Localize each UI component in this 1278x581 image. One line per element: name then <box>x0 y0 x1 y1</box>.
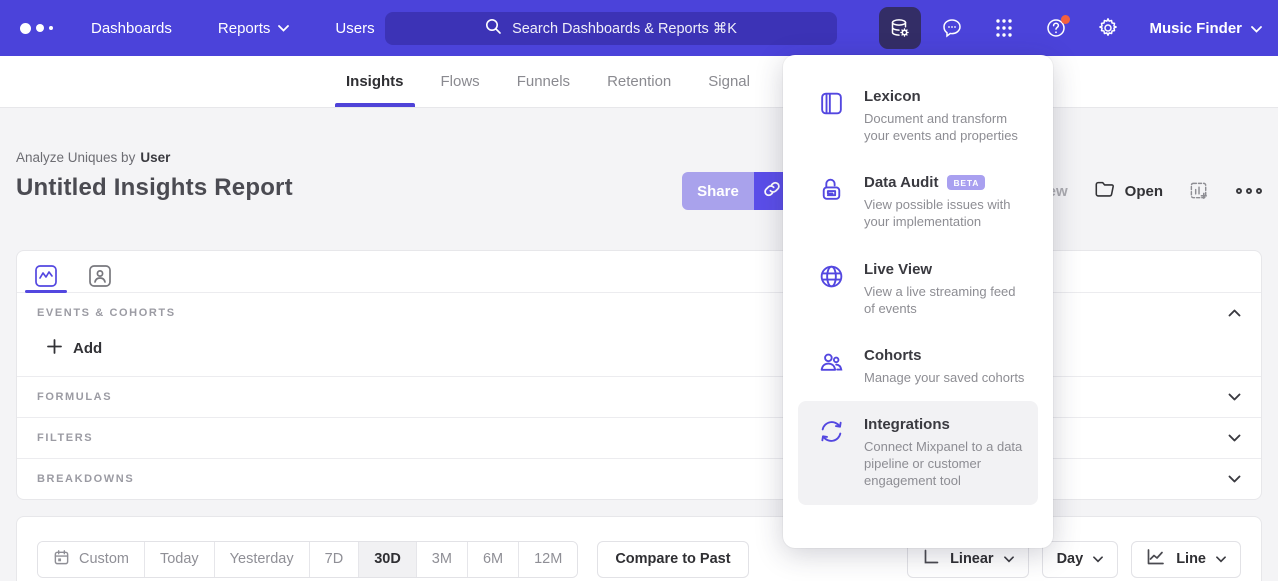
query-builder-panel: EVENTS & COHORTS Add FORMULAS FILTERS BR… <box>16 250 1262 500</box>
cohorts-people-icon <box>818 347 846 386</box>
tab-metrics-chart[interactable] <box>25 259 67 293</box>
mixpanel-logo[interactable] <box>20 22 53 34</box>
formulas-section-row[interactable]: FORMULAS <box>17 376 1261 417</box>
nav-dashboards[interactable]: Dashboards <box>91 19 172 37</box>
chevron-down-icon <box>1251 20 1262 37</box>
range-12m[interactable]: 12M <box>519 541 578 577</box>
tab-insights[interactable]: Insights <box>335 56 414 107</box>
range-yesterday[interactable]: Yesterday <box>214 541 310 577</box>
nav-reports[interactable]: Reports <box>218 20 290 37</box>
search-input[interactable]: Search Dashboards & Reports ⌘K <box>385 12 837 45</box>
tab-signal[interactable]: Signal <box>708 73 750 90</box>
folder-icon <box>1094 180 1116 203</box>
range-7d[interactable]: 7D <box>309 541 360 577</box>
data-management-dropdown: Lexicon Document and transform your even… <box>783 55 1053 548</box>
chart-controls-panel: Custom Today Yesterday 7D 30D 3M 6M 12M … <box>16 516 1262 581</box>
menu-item-integrations[interactable]: Integrations Connect Mixpanel to a data … <box>798 401 1038 505</box>
chevron-down-icon <box>1093 551 1104 567</box>
add-event-button[interactable]: Add <box>47 339 1241 358</box>
date-range-control: Custom Today Yesterday 7D 30D 3M 6M 12M <box>37 540 579 578</box>
filters-section-row[interactable]: FILTERS <box>17 417 1261 458</box>
nav-users[interactable]: Users <box>335 19 375 37</box>
chevron-down-icon <box>278 24 290 32</box>
tab-flows[interactable]: Flows <box>440 73 480 90</box>
events-cohorts-section: EVENTS & COHORTS Add <box>17 293 1261 376</box>
notification-dot <box>1061 15 1071 24</box>
line-chart-icon <box>1146 548 1166 570</box>
beta-badge: BETA <box>947 175 986 191</box>
range-custom[interactable]: Custom <box>38 541 145 577</box>
breakdowns-section-row[interactable]: BREAKDOWNS <box>17 458 1261 499</box>
menu-item-live-view[interactable]: Live View View a live streaming feed of … <box>798 246 1038 332</box>
breakdowns-header: BREAKDOWNS <box>37 473 135 485</box>
data-audit-lock-icon <box>818 174 846 230</box>
more-options-button[interactable] <box>1236 188 1262 194</box>
menu-item-data-audit[interactable]: Data Audit BETA View possible issues with… <box>798 159 1038 245</box>
open-report-button[interactable]: Open <box>1094 180 1163 203</box>
menu-item-lexicon[interactable]: Lexicon Document and transform your even… <box>798 73 1038 159</box>
analysis-entity[interactable]: User <box>140 150 171 165</box>
live-view-globe-icon <box>818 261 846 317</box>
calendar-icon <box>53 549 70 570</box>
expand-section-icon <box>1228 393 1241 401</box>
chevron-down-icon <box>1216 551 1226 567</box>
data-management-icon[interactable] <box>879 7 922 49</box>
report-title[interactable]: Untitled Insights Report <box>16 174 293 201</box>
range-3m[interactable]: 3M <box>416 541 468 577</box>
filters-header: FILTERS <box>37 432 94 444</box>
help-icon[interactable] <box>1035 7 1077 49</box>
lexicon-book-icon <box>818 88 846 144</box>
compare-to-past-button[interactable]: Compare to Past <box>597 540 749 578</box>
collapse-section-icon[interactable] <box>1228 309 1241 317</box>
expand-section-icon <box>1228 434 1241 442</box>
project-switcher[interactable]: Music Finder <box>1149 20 1262 37</box>
search-placeholder: Search Dashboards & Reports ⌘K <box>512 20 737 37</box>
report-subtitle: Analyze Uniques by User <box>16 150 171 165</box>
range-6m[interactable]: 6M <box>467 541 520 577</box>
feedback-icon[interactable] <box>931 7 973 49</box>
tab-user-profiles[interactable] <box>83 259 117 293</box>
range-30d[interactable]: 30D <box>359 541 417 577</box>
range-today[interactable]: Today <box>144 541 215 577</box>
menu-item-cohorts[interactable]: Cohorts Manage your saved cohorts <box>798 332 1038 401</box>
expand-section-icon <box>1228 475 1241 483</box>
top-navbar: Dashboards Reports Users Search Dashboar… <box>0 0 1278 56</box>
interval-selector[interactable]: Day <box>1041 540 1119 578</box>
chevron-down-icon <box>1003 551 1014 567</box>
integrations-sync-icon <box>818 416 846 489</box>
add-to-board-icon[interactable] <box>1189 181 1210 202</box>
settings-gear-icon[interactable] <box>1087 7 1129 49</box>
apps-grid-icon[interactable] <box>983 7 1025 49</box>
report-tabbar: Insights Flows Funnels Retention Signal … <box>0 56 1278 108</box>
link-icon <box>762 179 782 204</box>
plus-icon <box>47 339 62 358</box>
axis-icon <box>922 548 940 570</box>
search-icon <box>485 18 502 39</box>
tab-retention[interactable]: Retention <box>607 73 672 90</box>
formulas-header: FORMULAS <box>37 391 113 403</box>
chart-type-selector[interactable]: Line <box>1131 540 1241 578</box>
events-cohorts-header: EVENTS & COHORTS <box>37 307 176 319</box>
share-button[interactable]: Share <box>682 172 754 210</box>
tab-funnels[interactable]: Funnels <box>516 73 571 90</box>
